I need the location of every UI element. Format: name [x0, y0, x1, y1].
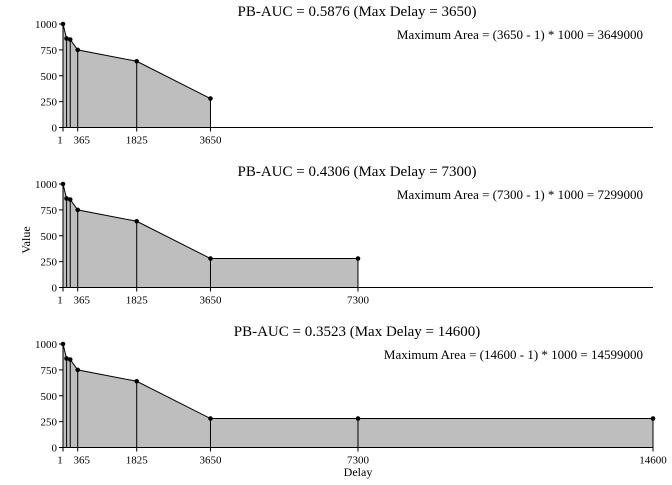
series-line — [62, 23, 211, 99]
y-tick-label: 250 — [41, 257, 58, 269]
data-point — [75, 47, 81, 53]
max-area-annotation: Maximum Area = (14600 - 1) * 1000 = 1459… — [384, 347, 643, 362]
y-tick-label: 0 — [52, 443, 58, 455]
x-tick-label: 1825 — [126, 135, 149, 147]
data-point — [134, 218, 140, 224]
data-point — [134, 378, 140, 384]
x-axis-label: Delay — [344, 465, 373, 479]
data-point — [208, 96, 213, 101]
chart-panel-1: 0 250 500 750 1000 1 365 1825 3650 PB-AUC = 0.587… — [35, 4, 653, 147]
data-point — [208, 256, 213, 261]
data-point — [75, 367, 81, 373]
data-point — [355, 256, 361, 261]
x-tick-label: 365 — [73, 295, 90, 307]
x-tick-label: 3650 — [199, 455, 222, 467]
x-tick-label: 7300 — [347, 295, 370, 307]
y-tick-label: 0 — [52, 283, 58, 295]
chart-title: PB-AUC = 0.3523 (Max Delay = 14600) — [234, 324, 480, 340]
max-area-annotation: Maximum Area = (7300 - 1) * 1000 = 72990… — [397, 187, 643, 202]
chart-title: PB-AUC = 0.5876 (Max Delay = 3650) — [238, 4, 477, 20]
data-point — [67, 197, 73, 202]
data-point — [75, 207, 81, 213]
y-tick-label: 250 — [41, 97, 58, 109]
chart-panel-3: 0 250 500 750 1000 1 365 1825 3650 7300 14600 PB-AU… — [35, 324, 667, 467]
y-tick-label: 1000 — [35, 179, 58, 191]
data-point — [64, 196, 69, 201]
x-tick-label: 365 — [73, 455, 90, 467]
y-tick-label: 500 — [41, 71, 58, 83]
x-tick-label: 3650 — [199, 135, 222, 147]
chart-panel-2: 0 250 500 750 1000 1 365 1825 3650 7300 PB-AUC = 0… — [35, 164, 653, 307]
data-point — [67, 357, 73, 362]
data-point — [67, 37, 73, 42]
data-point — [64, 356, 69, 361]
y-tick-label: 500 — [41, 231, 58, 243]
x-tick-label: 3650 — [199, 295, 222, 307]
y-tick-label: 0 — [52, 123, 58, 135]
x-tick-label: 1825 — [126, 455, 149, 467]
x-tick-label: 365 — [73, 135, 90, 147]
x-tick-label: 7300 — [347, 455, 370, 467]
data-point — [208, 416, 213, 421]
y-tick-label: 500 — [41, 391, 58, 403]
x-tick-label: 1 — [57, 455, 63, 467]
y-axis-label: Value — [19, 226, 33, 253]
data-point — [650, 416, 656, 421]
max-area-annotation: Maximum Area = (3650 - 1) * 1000 = 36490… — [397, 27, 643, 42]
x-tick-label: 1825 — [126, 295, 149, 307]
chart-title: PB-AUC = 0.4306 (Max Delay = 7300) — [238, 164, 477, 180]
x-tick-label: 1 — [57, 295, 63, 307]
y-tick-label: 750 — [41, 365, 58, 377]
y-tick-label: 250 — [41, 417, 58, 429]
x-tick-label: 14600 — [639, 455, 667, 467]
data-point — [134, 58, 140, 64]
x-tick-label: 1 — [57, 135, 63, 147]
y-tick-label: 1000 — [35, 339, 58, 351]
y-tick-label: 1000 — [35, 19, 58, 31]
data-point — [64, 36, 69, 41]
data-point — [355, 416, 361, 421]
y-tick-label: 750 — [41, 205, 58, 217]
y-tick-label: 750 — [41, 45, 58, 57]
